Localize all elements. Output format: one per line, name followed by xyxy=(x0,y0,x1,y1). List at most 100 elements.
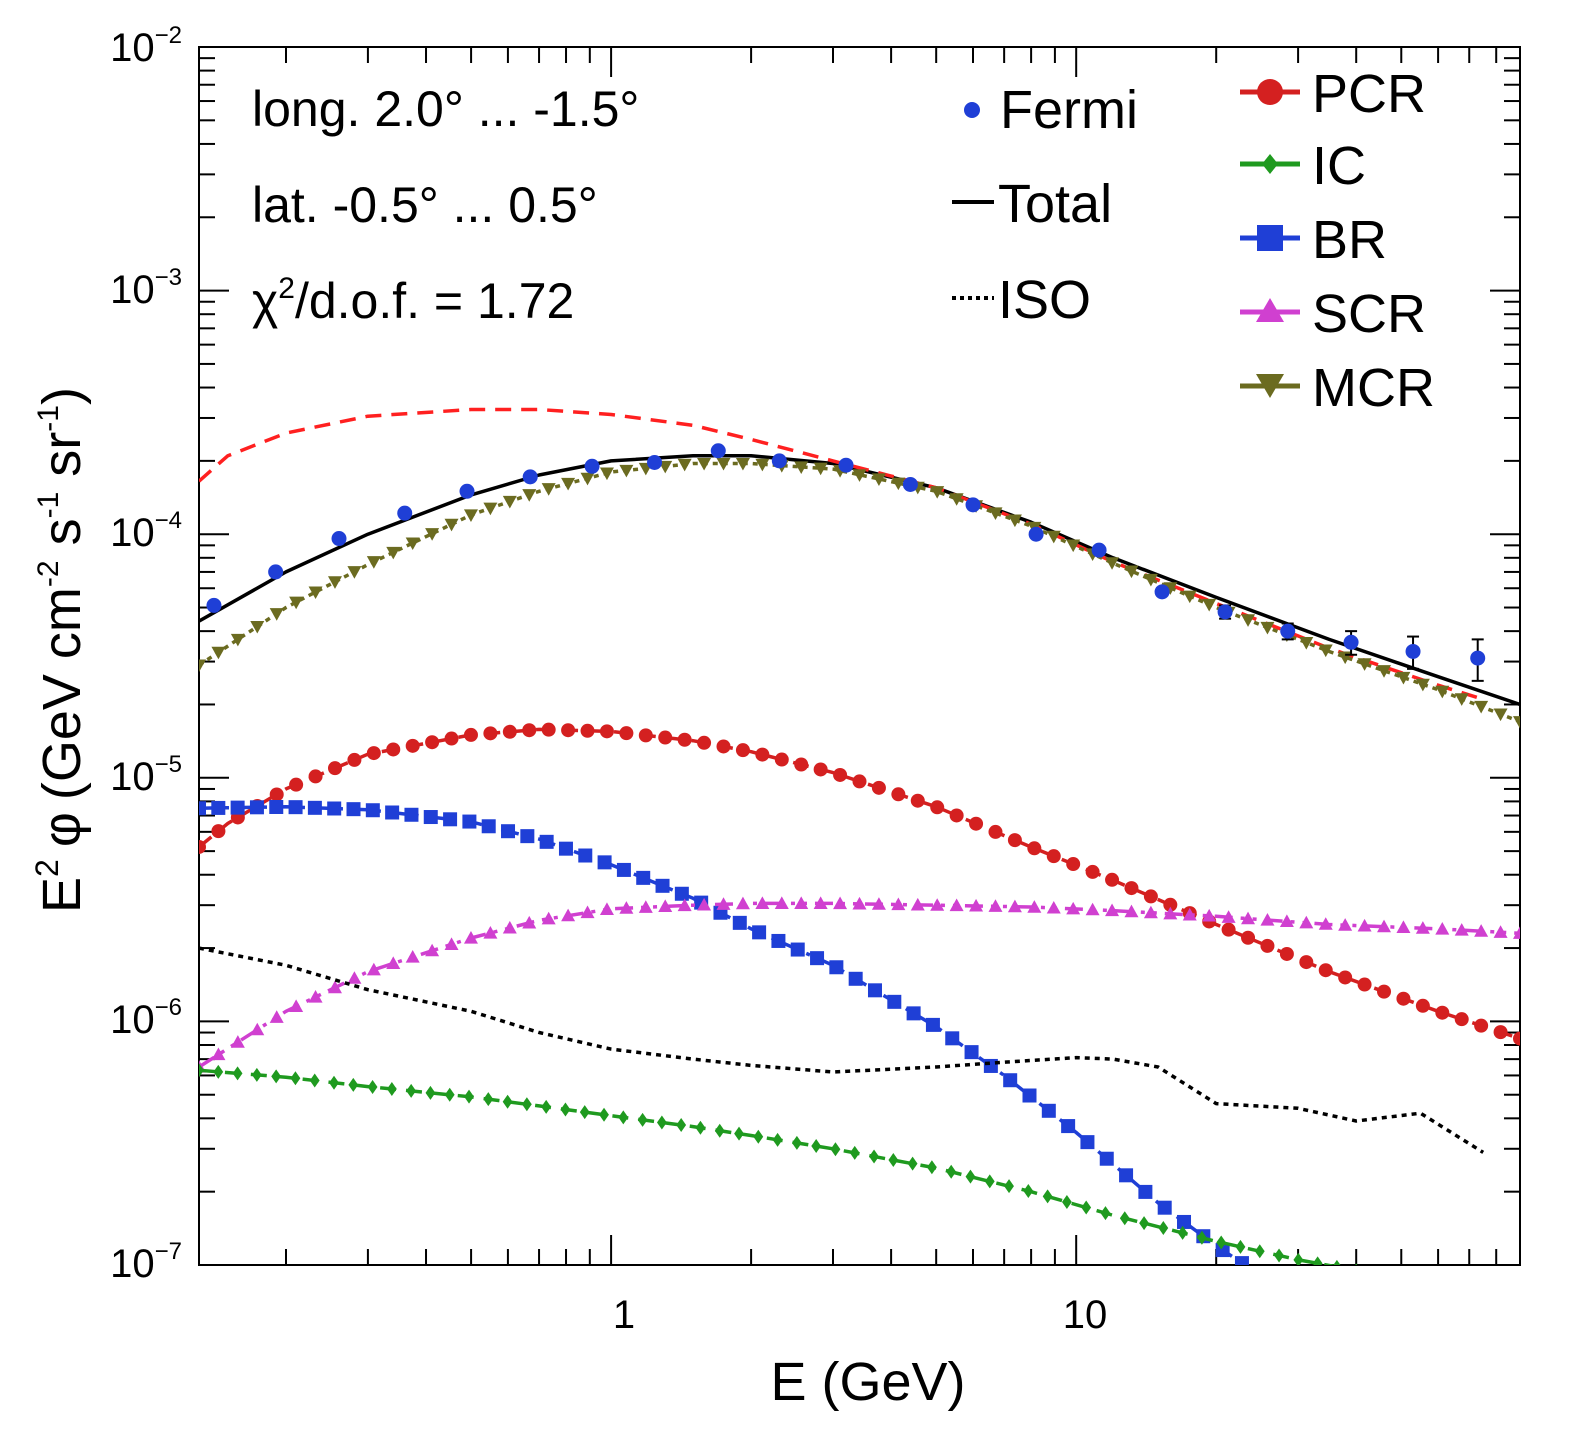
series-marker xyxy=(949,808,964,823)
legend-fermi-label: Fermi xyxy=(1000,80,1138,140)
series-marker xyxy=(965,1169,976,1184)
series-marker xyxy=(1081,1200,1092,1215)
series-marker xyxy=(1454,923,1469,936)
series-marker xyxy=(1299,915,1314,929)
legend-total-label: Total xyxy=(998,174,1112,234)
series-marker xyxy=(755,458,770,472)
series-marker xyxy=(848,971,863,986)
series-marker xyxy=(1182,590,1197,604)
series-marker xyxy=(561,908,576,922)
series-marker xyxy=(580,472,595,486)
series-marker xyxy=(269,799,284,814)
series-marker xyxy=(1105,872,1120,887)
y-axis-title: E2φ(GeV cm-2 s-1 sr-1) xyxy=(29,387,92,913)
series-marker xyxy=(597,855,612,870)
fermi-point xyxy=(397,505,413,521)
series-marker xyxy=(250,620,265,634)
series-marker xyxy=(988,899,1003,912)
x-tick-label-10: 10 xyxy=(1063,1293,1108,1337)
series-marker xyxy=(1493,708,1508,722)
series-marker xyxy=(347,752,362,767)
series-marker xyxy=(521,1097,532,1112)
fermi-point xyxy=(268,564,284,580)
series-marker xyxy=(327,801,342,816)
series-marker xyxy=(365,803,380,818)
series-marker xyxy=(946,1164,957,1179)
series-marker xyxy=(213,1064,224,1079)
series-marker xyxy=(1396,920,1411,934)
series-marker xyxy=(752,925,767,940)
series-marker xyxy=(579,1105,590,1120)
series-marker xyxy=(406,1083,417,1098)
series-marker xyxy=(502,495,517,509)
series-marker xyxy=(1355,1263,1358,1265)
series-marker xyxy=(1100,1206,1111,1221)
series-marker xyxy=(1085,864,1100,879)
legend-iso-label: ISO xyxy=(998,270,1091,330)
series-marker xyxy=(734,1126,744,1141)
series-marker xyxy=(969,816,984,831)
series-marker xyxy=(520,829,535,844)
series-marker xyxy=(871,897,886,910)
series-marker xyxy=(1163,897,1178,912)
series-marker xyxy=(1221,910,1236,923)
series-marker xyxy=(1241,911,1256,925)
series-marker xyxy=(580,905,595,919)
series-marker xyxy=(811,1139,822,1154)
series-marker xyxy=(1124,904,1139,918)
series-marker xyxy=(1260,621,1275,635)
series-marker xyxy=(1357,977,1372,992)
legend-ic-marker xyxy=(1262,154,1278,174)
series-marker xyxy=(716,897,731,910)
series-marker xyxy=(833,896,848,910)
series-marker xyxy=(1415,678,1430,692)
series-marker xyxy=(444,937,459,950)
series-marker xyxy=(984,1174,995,1189)
series-br xyxy=(199,799,1249,1265)
fermi-point xyxy=(1280,623,1296,639)
series-marker xyxy=(386,956,401,969)
series-marker xyxy=(949,898,964,912)
series-marker xyxy=(1138,1184,1153,1199)
series-scr xyxy=(199,896,1520,1073)
series-marker xyxy=(307,800,322,815)
series-marker xyxy=(697,897,712,911)
series-marker xyxy=(1105,903,1120,917)
series-marker xyxy=(735,896,750,910)
fermi-point xyxy=(1217,604,1233,620)
series-marker xyxy=(674,886,689,901)
series-marker xyxy=(230,1035,245,1048)
series-marker xyxy=(1157,1200,1172,1215)
series-marker xyxy=(269,1010,284,1023)
series-marker xyxy=(1338,918,1353,931)
series-marker xyxy=(423,810,438,825)
fermi-point xyxy=(1154,584,1170,600)
series-marker xyxy=(1023,1183,1034,1198)
series-marker xyxy=(366,962,381,976)
series-marker xyxy=(1377,919,1392,933)
series-marker xyxy=(887,994,902,1009)
fermi-point xyxy=(647,454,663,470)
series-marker xyxy=(1143,905,1158,919)
series-marker xyxy=(366,556,381,569)
series-marker xyxy=(347,566,362,579)
series-marker xyxy=(463,931,478,944)
series-marker xyxy=(1318,963,1333,978)
series-marker xyxy=(348,1077,359,1092)
series-marker xyxy=(636,870,651,885)
series-marker xyxy=(1396,671,1411,685)
series-marker xyxy=(1022,1088,1037,1103)
series-marker xyxy=(1004,1179,1014,1194)
series-marker xyxy=(560,1102,571,1117)
series-marker xyxy=(1415,921,1430,934)
plot-frame xyxy=(198,46,1521,1266)
series-marker xyxy=(906,1006,921,1021)
series-marker xyxy=(735,457,750,471)
fermi-point xyxy=(206,597,222,613)
fermi-point xyxy=(584,458,600,474)
series-marker xyxy=(813,762,828,777)
series-marker xyxy=(425,735,440,750)
legend-left: Fermi Total ISO xyxy=(952,80,1138,330)
series-marker xyxy=(1143,889,1158,904)
series-marker xyxy=(1105,557,1120,570)
